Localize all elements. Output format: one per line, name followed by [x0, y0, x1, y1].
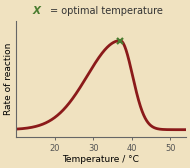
Text: = optimal temperature: = optimal temperature	[50, 6, 163, 16]
Text: X: X	[33, 6, 41, 16]
Y-axis label: Rate of reaction: Rate of reaction	[4, 43, 13, 115]
X-axis label: Temperature / °C: Temperature / °C	[63, 155, 139, 164]
